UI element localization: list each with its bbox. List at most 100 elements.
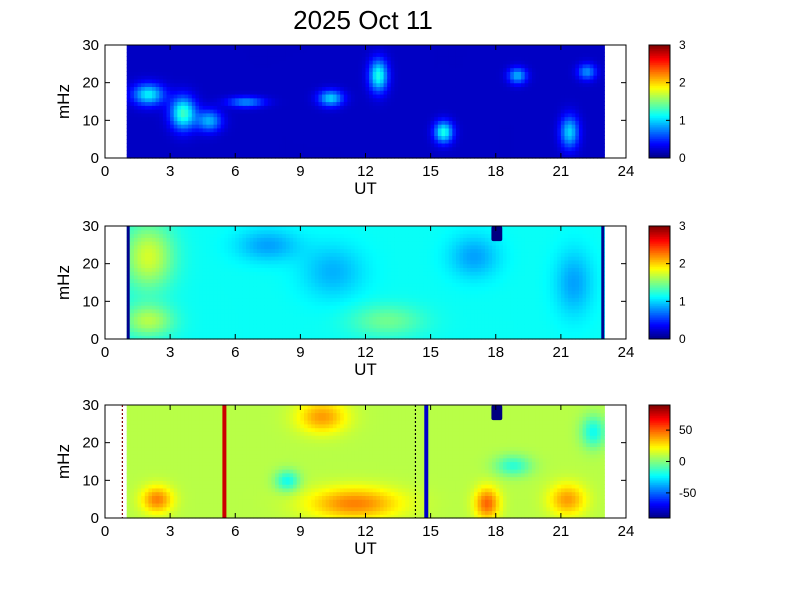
heatmap-cell [521, 142, 526, 148]
heatmap-cell [303, 131, 309, 136]
heatmap-cell [571, 45, 576, 50]
heatmap-cell [133, 75, 139, 80]
heatmap-cell [510, 75, 515, 80]
heatmap-cell [354, 131, 359, 136]
heatmap-cell [477, 93, 482, 99]
heatmap-cell [228, 305, 233, 310]
heatmap-cell [358, 97, 363, 103]
heatmap-cell [318, 67, 323, 72]
heatmap-cell [513, 63, 519, 69]
heatmap-cell [528, 101, 533, 106]
heatmap-cell [159, 150, 164, 155]
heatmap-cell [311, 105, 316, 110]
heatmap-cell [242, 52, 247, 57]
heatmap-cell [423, 154, 428, 159]
heatmap-cell [184, 139, 189, 144]
heatmap-cell [372, 75, 377, 80]
heatmap-cell [347, 90, 352, 95]
heatmap-cell [296, 124, 301, 129]
heatmap-cell [325, 86, 330, 91]
colorbar-segment [649, 135, 670, 138]
heatmap-cell [481, 139, 486, 144]
heatmap-cell [448, 78, 453, 84]
heatmap-cell [180, 97, 186, 103]
heatmap-cell [379, 116, 385, 121]
heatmap-cell [589, 71, 595, 76]
heatmap-cell [531, 71, 537, 76]
heatmap-cell [170, 226, 175, 231]
heatmap-cell [152, 75, 157, 80]
heatmap-cell [296, 109, 301, 114]
heatmap-cell [152, 101, 157, 106]
heatmap-cell [405, 67, 410, 72]
heatmap-cell [206, 297, 211, 302]
heatmap-cell [329, 154, 334, 159]
heatmap-cell [510, 101, 515, 106]
heatmap-cell [542, 97, 548, 103]
heatmap-cell [249, 146, 254, 152]
heatmap-cell [166, 142, 171, 148]
heatmap-cell [144, 244, 150, 250]
heatmap-cell [434, 48, 439, 54]
heatmap-cell [492, 142, 497, 148]
heatmap-cell [144, 82, 150, 88]
heatmap-cell [224, 127, 229, 133]
heatmap-cell [351, 135, 356, 140]
heatmap-cell [474, 131, 479, 136]
heatmap-cell [495, 124, 500, 129]
heatmap-cell [238, 67, 244, 72]
heatmap-cell [188, 63, 193, 69]
colorbar-segment [649, 120, 670, 124]
heatmap-cell [379, 101, 385, 106]
heatmap-cell [387, 124, 392, 129]
heatmap-cell [448, 86, 453, 91]
heatmap-cell [224, 233, 229, 238]
heatmap-cell [191, 271, 197, 276]
heatmap-cell [419, 105, 424, 110]
heatmap-cell [600, 105, 605, 110]
heatmap-cell [228, 75, 233, 80]
heatmap-cell [130, 244, 135, 250]
heatmap-cell [390, 78, 396, 84]
heatmap-cell [173, 63, 178, 69]
heatmap-cell [376, 139, 381, 144]
heatmap-cell [217, 101, 222, 106]
heatmap-cell [271, 101, 276, 106]
heatmap-cell [517, 52, 522, 57]
heatmap-cell [130, 124, 135, 129]
heatmap-cell [477, 112, 482, 118]
heatmap-cell [318, 120, 323, 125]
heatmap-cell [228, 301, 233, 306]
heatmap-cell [427, 116, 432, 121]
heatmap-cell [372, 127, 377, 133]
heatmap-cell [202, 124, 207, 129]
heatmap-cell [300, 48, 305, 54]
heatmap-cell [441, 146, 446, 152]
heatmap-cell [383, 101, 388, 106]
heatmap-cell [369, 109, 374, 114]
heatmap-cell [209, 241, 215, 246]
heatmap-cell [332, 116, 338, 121]
heatmap-cell [455, 135, 461, 140]
heatmap-cell [206, 278, 211, 284]
heatmap-cell [405, 90, 410, 95]
heatmap-cell [358, 90, 363, 95]
heatmap-cell [589, 105, 595, 110]
heatmap-cell [217, 146, 222, 152]
heatmap-cell [553, 101, 558, 106]
heatmap-cell [199, 305, 204, 310]
heatmap-cell [152, 48, 157, 54]
heatmap-cell [332, 146, 338, 152]
heatmap-cell [430, 52, 435, 57]
heatmap-cell [325, 82, 330, 88]
heatmap-cell [191, 146, 197, 152]
heatmap-cell [340, 93, 345, 99]
heatmap-cell [387, 82, 392, 88]
heatmap-cell [173, 271, 178, 276]
heatmap-cell [390, 109, 396, 114]
heatmap-cell [372, 67, 377, 72]
heatmap-cell [524, 93, 529, 99]
heatmap-cell [166, 71, 171, 76]
heatmap-cell [593, 45, 598, 50]
heatmap-cell [361, 97, 367, 103]
